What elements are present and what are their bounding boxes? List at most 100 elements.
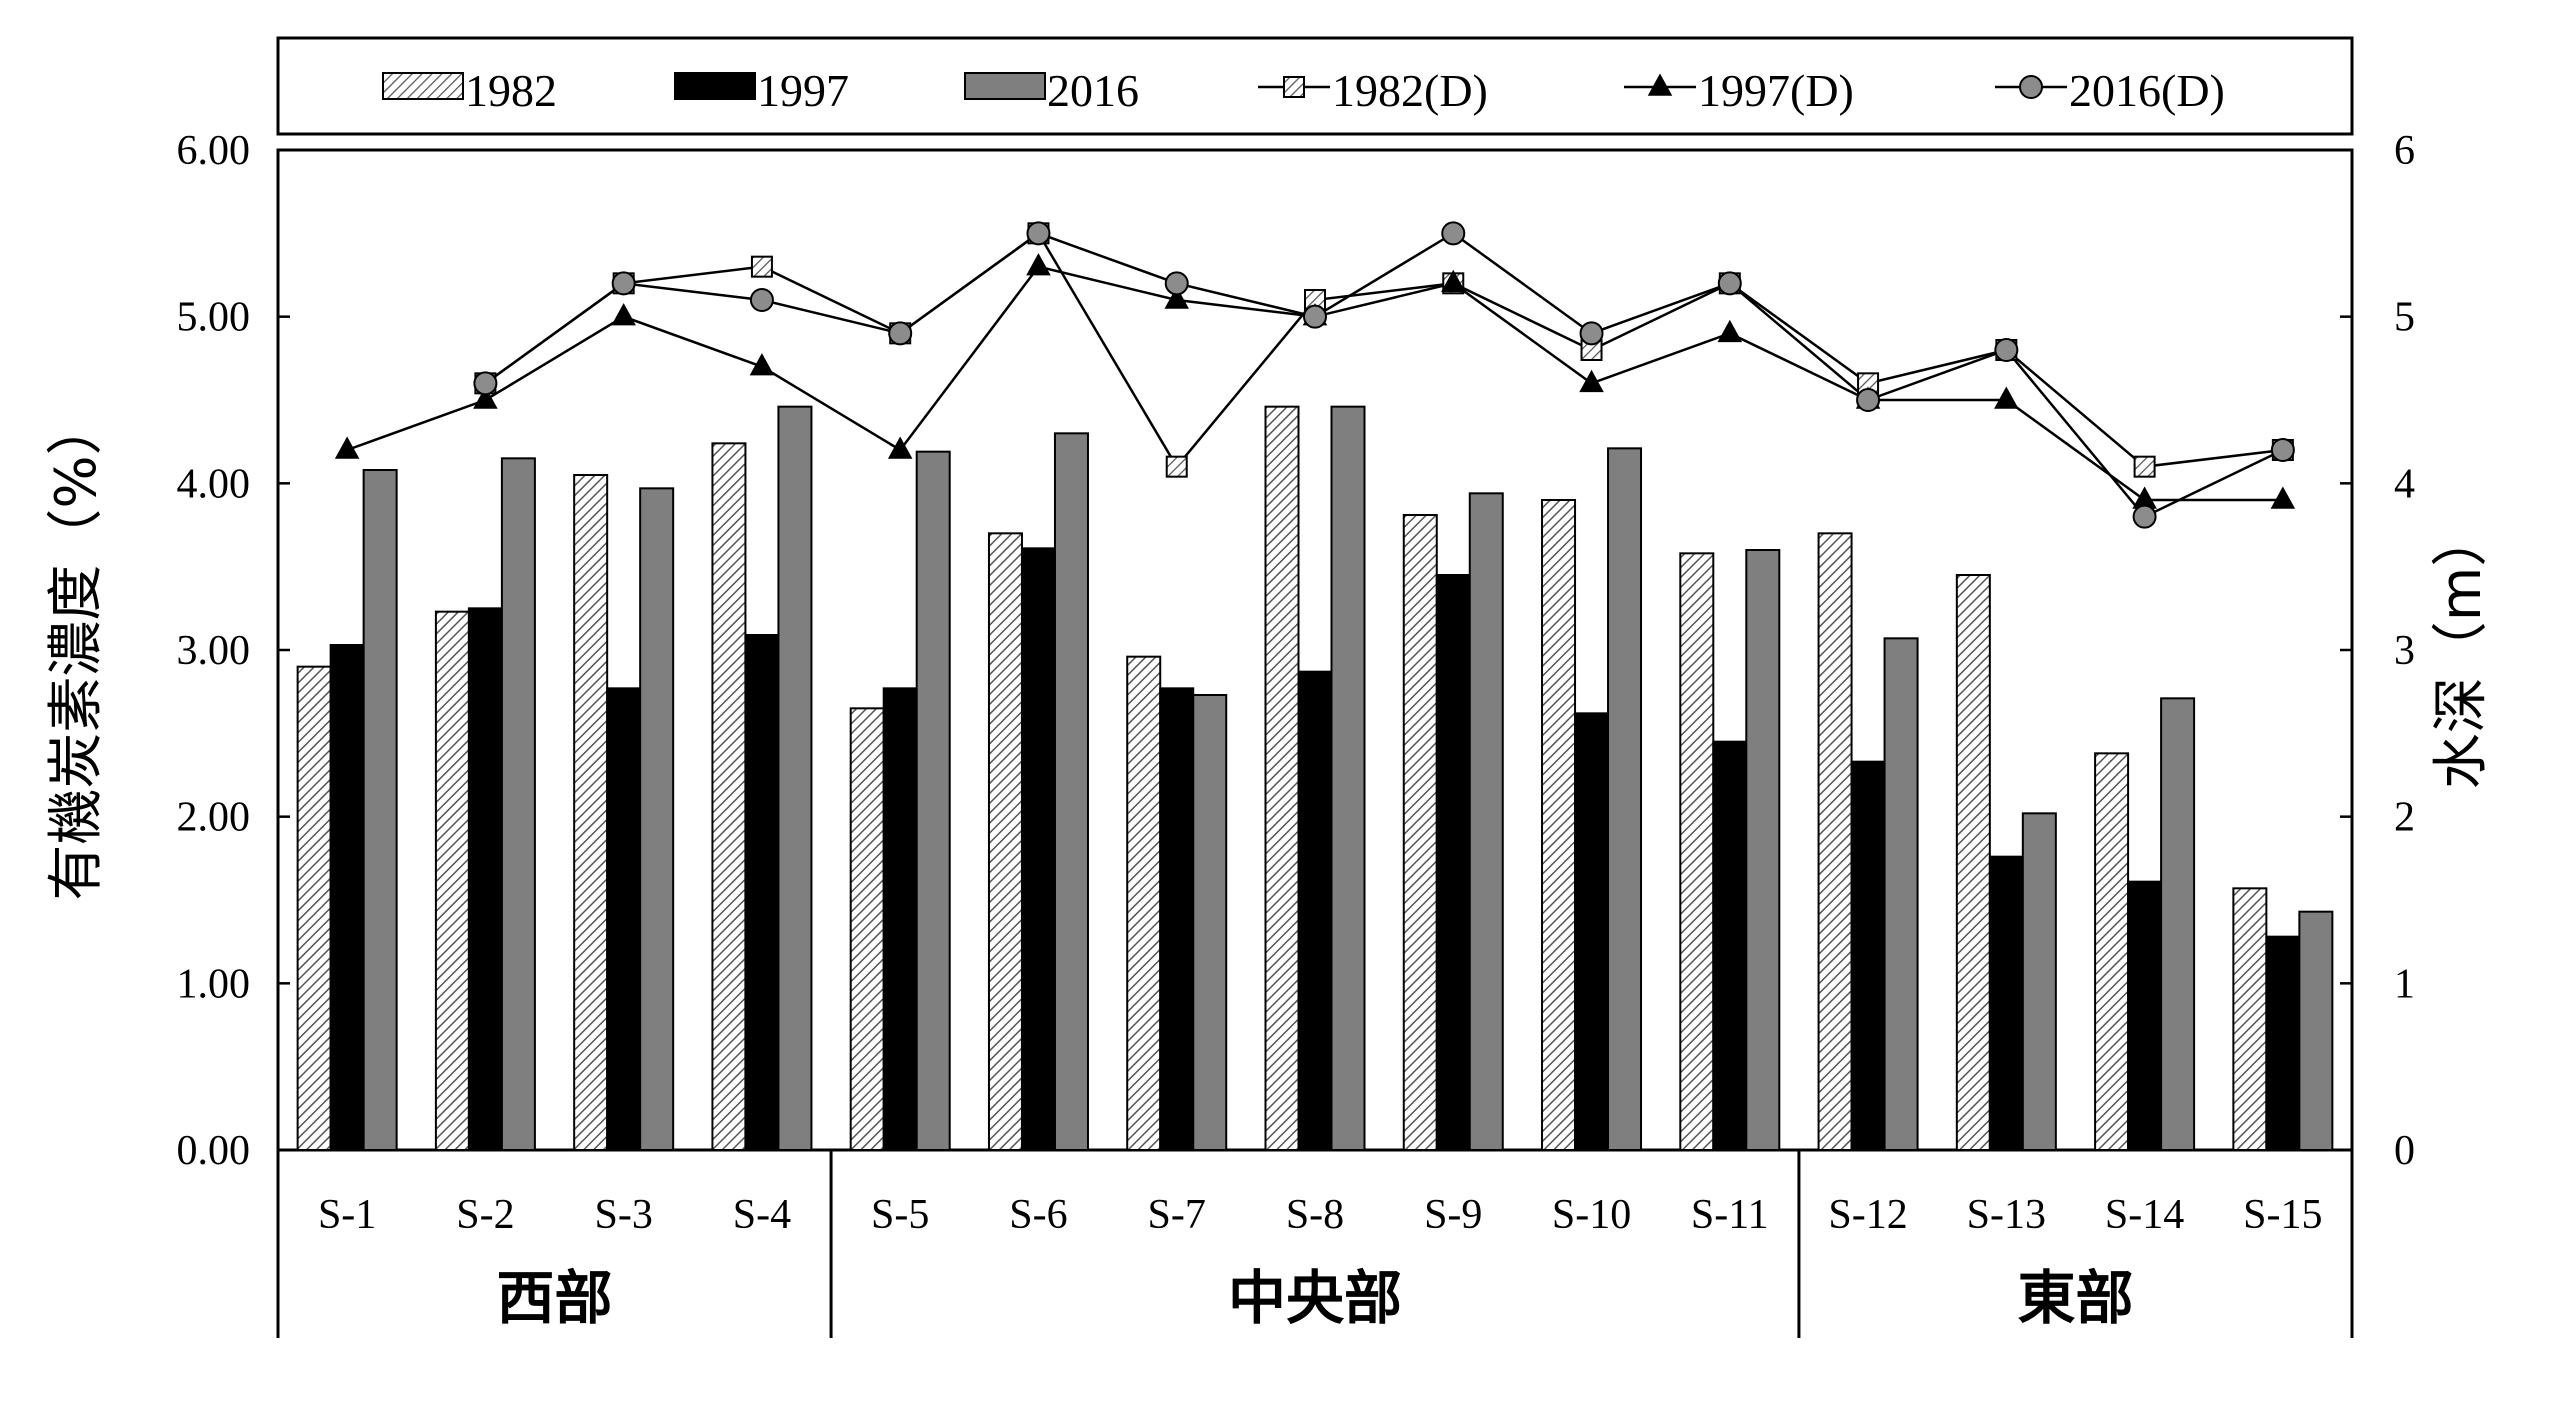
legend-marker	[1283, 76, 1305, 98]
bar-1982-S-12	[1817, 532, 1853, 1151]
legend-swatch	[964, 72, 1046, 100]
legend-swatch	[674, 72, 756, 100]
y-axis-label: 有機炭素濃度（%）	[44, 399, 109, 900]
line-2016(D)	[484, 231, 2284, 519]
legend: 1982 1997 2016 1982(D) 1997(D) 2016(D)	[276, 36, 2354, 136]
y-tick-label: 5.00	[177, 295, 251, 341]
x-tick-label: S-13	[1967, 1192, 2046, 1238]
legend-item-2016: 2016	[964, 65, 1139, 116]
bar-1997-S-14	[2127, 880, 2163, 1152]
bar-1997-S-13	[1988, 855, 2024, 1152]
legend-label: 1997(D)	[1698, 65, 1854, 116]
point-1997(D)-S-6	[1026, 253, 1051, 276]
bar-2016-S-11	[1745, 549, 1781, 1151]
point-2016(D)-S-7	[1164, 271, 1189, 296]
group-label: 西部	[497, 1264, 613, 1332]
bar-1997-S-12	[1850, 760, 1886, 1152]
bar-1982-S-15	[2232, 887, 2268, 1151]
bar-2016-S-7	[1192, 694, 1228, 1151]
y-tick-label: 0.00	[177, 1128, 251, 1174]
bar-1982-S-4	[711, 442, 747, 1152]
y2-tick-label: 3	[2394, 628, 2415, 674]
x-tick-label: S-8	[1286, 1192, 1344, 1238]
bar-1997-S-15	[2265, 935, 2301, 1152]
bar-1982-S-14	[2094, 752, 2130, 1151]
x-tick-label: S-9	[1424, 1192, 1482, 1238]
point-2016(D)-S-8	[1303, 304, 1327, 329]
bar-1997-S-2	[467, 607, 503, 1151]
legend-label: 2016(D)	[2069, 65, 2225, 116]
y-tick-label: 3.00	[177, 628, 251, 674]
bar-2016-S-5	[915, 450, 951, 1151]
bars	[296, 405, 2334, 1152]
point-1997(D)-S-5	[887, 436, 913, 459]
legend-item-1982(D): 1982(D)	[1258, 65, 1488, 116]
bar-1997-S-3	[606, 687, 642, 1151]
point-1997(D)-S-4	[749, 353, 775, 376]
y2-tick-label: 0	[2394, 1128, 2415, 1174]
bar-1982-S-6	[987, 532, 1023, 1151]
bar-1982-S-8	[1264, 405, 1300, 1151]
x-tick-label: S-3	[594, 1192, 652, 1238]
bar-1997-S-7	[1159, 687, 1195, 1151]
bar-2016-S-14	[2160, 697, 2196, 1151]
bar-1997-S-4	[744, 634, 780, 1151]
bar-1997-S-8	[1297, 670, 1333, 1152]
x-tick-label: S-10	[1552, 1192, 1631, 1238]
square-marker	[1283, 76, 1305, 98]
point-1997(D)-S-1	[334, 436, 360, 459]
bar-1982-S-13	[1955, 574, 1991, 1151]
axes: 0.00 1.00 2.00 3.00 4.00 5.00 6.00 0 1 2 3 4 5 6 有機炭素濃…	[44, 128, 2494, 1338]
x-tick-label: S-12	[1828, 1192, 1907, 1238]
point-1997(D)-S-2	[473, 386, 498, 409]
point-2016(D)-S-6	[1026, 221, 1051, 246]
bar-2016-S-8	[1330, 405, 1366, 1151]
point-2016(D)-S-10	[1579, 321, 1604, 346]
x-tick-label: S-14	[2105, 1192, 2184, 1238]
square-marker	[1165, 455, 1188, 478]
point-2016(D)-S-11	[1717, 271, 1742, 296]
bar-2016-S-3	[639, 487, 675, 1152]
point-1997(D)-S-10	[1579, 369, 1604, 393]
x-tick-label: S-1	[318, 1192, 376, 1238]
legend-item-1997(D): 1997(D)	[1624, 65, 1854, 116]
x-tick-label: S-11	[1691, 1192, 1769, 1238]
point-1997(D)-S-13	[1994, 386, 2019, 409]
x-tick-label: S-6	[1009, 1192, 1067, 1238]
x-tick-label: S-4	[733, 1192, 791, 1238]
bar-1982-S-9	[1402, 514, 1438, 1151]
legend-marker	[2019, 75, 2043, 99]
bar-1982-S-3	[573, 474, 609, 1151]
point-1997(D)-S-11	[1717, 319, 1743, 343]
bar-1997-S-9	[1435, 574, 1471, 1151]
bar-2016-S-6	[1053, 432, 1089, 1152]
bar-2016-S-13	[2021, 812, 2057, 1151]
legend-label: 1997	[757, 65, 849, 116]
bar-2016-S-10	[1607, 447, 1643, 1152]
x-tick-label: S-5	[871, 1192, 929, 1238]
legend-swatch	[382, 72, 464, 100]
square-marker	[2133, 455, 2156, 478]
point-1997(D)-S-7	[1164, 286, 1190, 309]
point-1982(D)-S-14	[2133, 455, 2156, 478]
bar-1982-S-1	[296, 665, 332, 1152]
point-1997(D)-S-3	[611, 303, 636, 326]
point-1997(D)-S-9	[1440, 269, 1466, 293]
bar-2016-S-15	[2298, 910, 2334, 1152]
bar-2016-S-4	[777, 405, 813, 1151]
point-2016(D)-S-2	[473, 371, 498, 396]
depth-lines	[334, 221, 2296, 529]
bar-1997-S-1	[329, 644, 365, 1151]
x-tick-label: S-7	[1148, 1192, 1206, 1238]
point-2016(D)-S-14	[2132, 504, 2157, 529]
point-2016(D)-S-15	[2270, 438, 2295, 462]
legend-item-1997: 1997	[674, 65, 849, 116]
y2-tick-label: 1	[2394, 961, 2415, 1007]
point-1997(D)-S-15	[2270, 486, 2296, 509]
legend-label: 2016	[1047, 65, 1139, 116]
group-label: 中央部	[1228, 1264, 1402, 1332]
y2-tick-label: 5	[2394, 295, 2415, 341]
y2-tick-label: 4	[2394, 461, 2415, 507]
bar-1997-S-10	[1574, 712, 1610, 1151]
bar-1997-S-5	[882, 687, 918, 1151]
